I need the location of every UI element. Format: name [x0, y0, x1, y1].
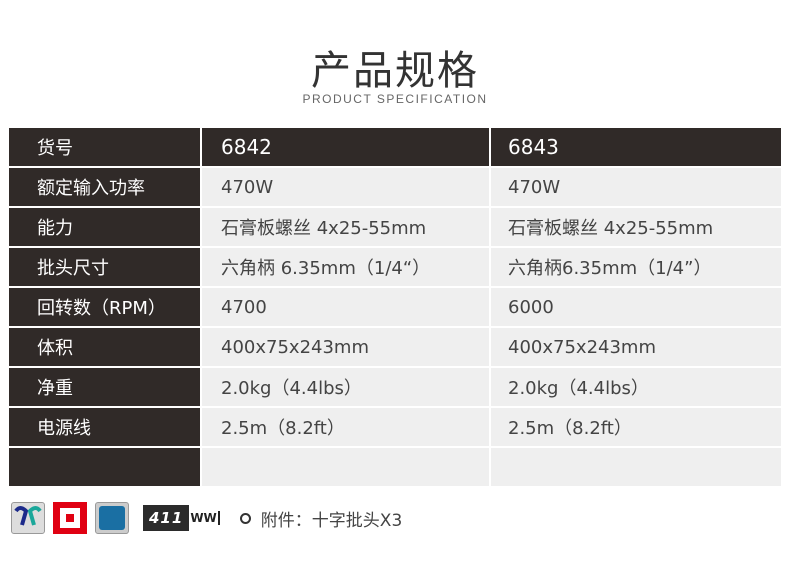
row-label: 能力 — [9, 208, 200, 246]
row-value — [202, 448, 489, 486]
double-insulation-icon — [53, 502, 87, 534]
row-value: 4700 — [202, 288, 489, 326]
row-value: 2.0kg（4.4lbs） — [202, 368, 489, 406]
reversible-icon — [11, 502, 45, 534]
variable-speed-icon — [95, 502, 129, 534]
row-label: 净重 — [9, 368, 200, 406]
row-value: 6843 — [491, 128, 781, 166]
row-label: 电源线 — [9, 408, 200, 446]
row-value — [491, 448, 781, 486]
table-row: 批头尺寸 六角柄 6.35mm（1/4“） 六角柄6.35mm（1/4”） — [9, 248, 781, 286]
row-value: 2.5m（8.2ft） — [202, 408, 489, 446]
row-label: 货号 — [9, 128, 200, 166]
row-label: 额定输入功率 — [9, 168, 200, 206]
page-subtitle: PRODUCT SPECIFICATION — [302, 92, 488, 106]
row-label — [9, 448, 200, 486]
row-value: 6842 — [202, 128, 489, 166]
table-row: 体积 400x75x243mm 400x75x243mm — [9, 328, 781, 366]
row-value: 石膏板螺丝 4x25-55mm — [202, 208, 489, 246]
row-label: 回转数（RPM） — [9, 288, 200, 326]
table-row: 能力 石膏板螺丝 4x25-55mm 石膏板螺丝 4x25-55mm — [9, 208, 781, 246]
bullet-icon — [239, 512, 251, 524]
table-row: 回转数（RPM） 4700 6000 — [9, 288, 781, 326]
badge-number: 411 — [143, 505, 190, 531]
table-row: 电源线 2.5m（8.2ft） 2.5m（8.2ft） — [9, 408, 781, 446]
table-row: 净重 2.0kg（4.4lbs） 2.0kg（4.4lbs） — [9, 368, 781, 406]
row-value: 六角柄 6.35mm（1/4“） — [202, 248, 489, 286]
accessory-text: 附件：十字批头X3 — [260, 510, 403, 531]
row-value: 6000 — [491, 288, 781, 326]
footer-icons: 411 WW 附件：十字批头X3 — [11, 502, 402, 534]
spec-table: 货号 6842 6843 额定输入功率 470W 470W 能力 石膏板螺丝 4x25-55m… — [9, 128, 781, 488]
row-label: 批头尺寸 — [9, 248, 200, 286]
row-label: 体积 — [9, 328, 200, 366]
row-value: 400x75x243mm — [202, 328, 489, 366]
row-value: 470W — [202, 168, 489, 206]
row-value: 石膏板螺丝 4x25-55mm — [491, 208, 781, 246]
table-row: 额定输入功率 470W 470W — [9, 168, 781, 206]
page-title: 产品规格 — [311, 48, 479, 94]
table-header-row: 货号 6842 6843 — [9, 128, 781, 166]
table-row — [9, 448, 781, 486]
row-value: 2.5m（8.2ft） — [491, 408, 781, 446]
row-value: 2.0kg（4.4lbs） — [491, 368, 781, 406]
spring-icon: WW — [189, 511, 220, 525]
accessory-note: 附件：十字批头X3 — [239, 506, 403, 531]
row-value: 400x75x243mm — [491, 328, 781, 366]
model-badge: 411 WW — [143, 505, 220, 531]
row-value: 六角柄6.35mm（1/4”） — [491, 248, 781, 286]
row-value: 470W — [491, 168, 781, 206]
